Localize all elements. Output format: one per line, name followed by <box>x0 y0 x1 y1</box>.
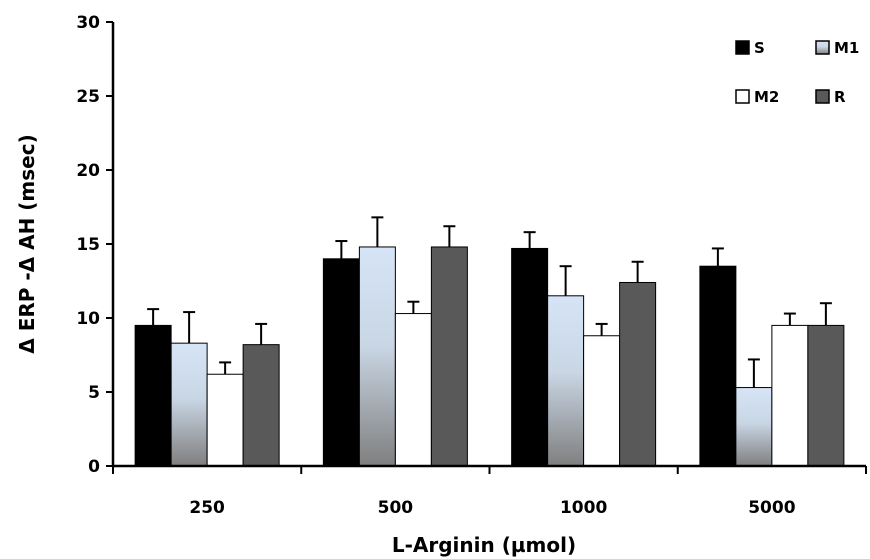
y-tick-label: 5 <box>88 383 100 403</box>
legend-label-s: S <box>754 39 765 57</box>
bar-r-250 <box>242 344 280 467</box>
error-bars-layer <box>147 216 832 388</box>
bars-layer <box>134 246 845 467</box>
bar-m1-500 <box>358 246 396 467</box>
bar-m1-1000 <box>547 295 585 467</box>
legend-swatch-s <box>735 40 750 55</box>
bar-s-250 <box>134 324 172 467</box>
y-tick-label: 15 <box>76 235 100 255</box>
bar-m2-250 <box>206 373 244 467</box>
x-tick-label: 250 <box>189 498 225 518</box>
bar-m2-1000 <box>583 335 621 467</box>
y-tick-label: 0 <box>88 457 100 477</box>
y-tick-label: 10 <box>76 309 100 329</box>
y-axis-title: Δ ERP -Δ AH (msec) <box>15 134 39 354</box>
legend: S M1 M2 R <box>735 39 859 106</box>
bar-r-500 <box>430 246 468 467</box>
bar-m2-500 <box>394 313 432 467</box>
y-ticks: 0 5 10 15 20 25 30 <box>76 13 113 477</box>
bar-r-5000 <box>807 324 845 467</box>
x-tick-label: 500 <box>378 498 414 518</box>
bar-m1-250 <box>170 342 208 467</box>
bar-s-500 <box>322 258 360 467</box>
y-tick-label: 20 <box>76 161 100 181</box>
x-tick-label: 1000 <box>560 498 607 518</box>
legend-label-m2: M2 <box>754 88 779 106</box>
bar-m1-5000 <box>735 387 773 467</box>
bar-s-5000 <box>699 265 737 467</box>
legend-label-r: R <box>834 88 846 106</box>
legend-swatch-m1 <box>815 40 830 55</box>
legend-label-m1: M1 <box>834 39 859 57</box>
y-tick-label: 30 <box>76 13 100 33</box>
x-axis-title: L-Arginin (µmol) <box>392 533 576 557</box>
legend-swatch-r <box>815 89 830 104</box>
y-tick-label: 25 <box>76 87 100 107</box>
bar-s-1000 <box>511 247 549 467</box>
bar-m2-5000 <box>771 324 809 467</box>
legend-swatch-m2 <box>735 89 750 104</box>
x-ticks: 250 500 1000 5000 <box>112 466 867 518</box>
bar-r-1000 <box>619 281 657 467</box>
x-tick-label: 5000 <box>748 498 795 518</box>
